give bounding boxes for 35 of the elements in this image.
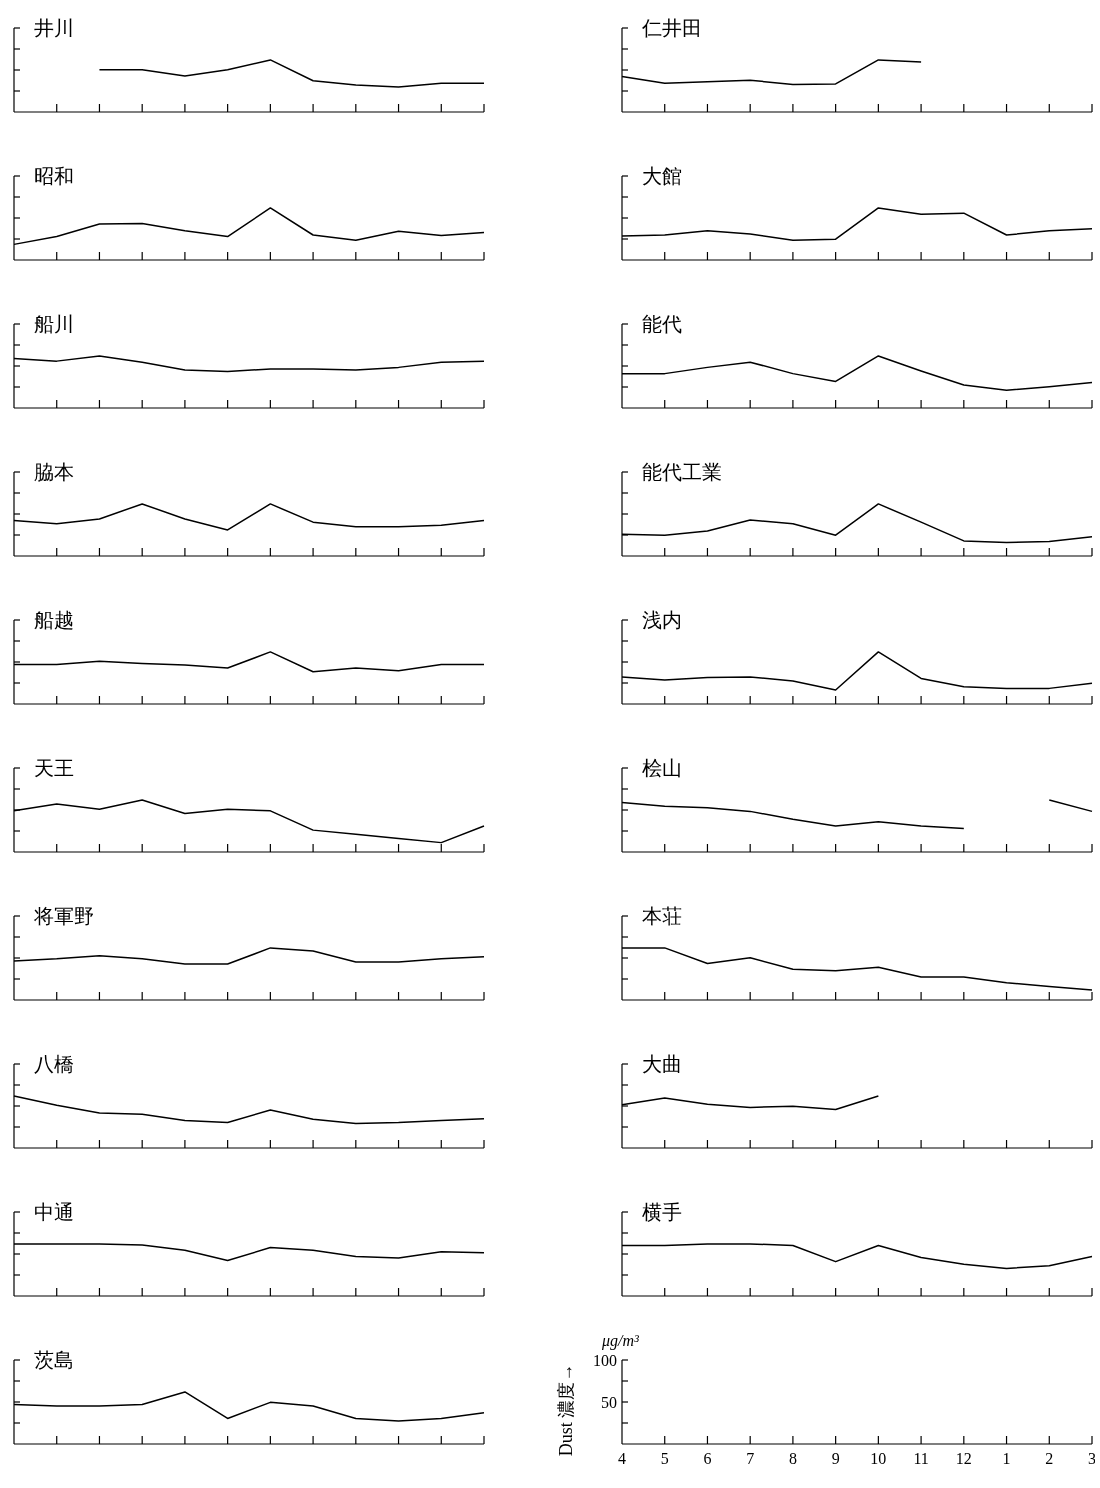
y-tick-label: 100 bbox=[593, 1351, 617, 1369]
x-tick-label: 3 bbox=[1088, 1450, 1096, 1467]
chart-title: 将軍野 bbox=[33, 904, 94, 928]
chart-title: 仁井田 bbox=[641, 16, 702, 40]
x-tick-label: 11 bbox=[913, 1450, 929, 1467]
y-tick-label: 50 bbox=[601, 1393, 617, 1411]
chart-title: 能代 bbox=[642, 312, 682, 336]
chart-title: 井川 bbox=[34, 16, 74, 40]
x-tick-label: 12 bbox=[955, 1450, 972, 1467]
chart-title: 能代工業 bbox=[642, 460, 722, 484]
chart-title: 横手 bbox=[642, 1200, 682, 1224]
chart-title: 桧山 bbox=[642, 756, 682, 780]
chart-title: 本荘 bbox=[642, 904, 682, 928]
x-tick-label: 9 bbox=[831, 1450, 840, 1467]
chart-title: 脇本 bbox=[34, 460, 74, 484]
chart-title: 昭和 bbox=[34, 164, 74, 188]
chart-title: 中通 bbox=[34, 1200, 74, 1224]
chart-title: 船川 bbox=[34, 312, 74, 336]
chart-title: 八橋 bbox=[34, 1052, 74, 1076]
text: μg/m³ bbox=[601, 1332, 640, 1350]
chart-title: 大館 bbox=[642, 164, 682, 188]
x-tick-label: 8 bbox=[788, 1450, 797, 1467]
x-tick-label: 4 bbox=[618, 1450, 626, 1467]
chart-title: 大曲 bbox=[642, 1052, 682, 1076]
chart-title: 浅内 bbox=[642, 608, 682, 632]
chart-title: 船越 bbox=[34, 608, 74, 632]
x-tick-label: 1 bbox=[1002, 1450, 1011, 1467]
chart-title: 天王 bbox=[34, 756, 74, 780]
x-tick-label: 5 bbox=[660, 1450, 669, 1467]
chart-title: 茨島 bbox=[34, 1348, 74, 1372]
x-tick-label: 7 bbox=[746, 1450, 755, 1467]
x-tick-label: 6 bbox=[703, 1450, 712, 1467]
x-tick-label: 2 bbox=[1045, 1450, 1054, 1467]
x-tick-label: 10 bbox=[870, 1450, 887, 1467]
y-axis-title: Dust 濃度→ bbox=[556, 1363, 576, 1457]
